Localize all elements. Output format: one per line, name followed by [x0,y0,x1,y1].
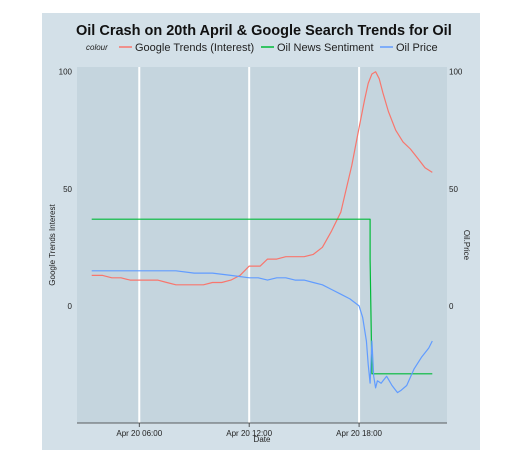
series-oil-news-sentiment-line [91,218,433,375]
y-axis-right-label: Oil.Price [462,230,471,261]
y-axis-left-label: Google Trends Interest [48,204,57,286]
chart-panel: Oil Crash on 20th April & Google Search … [42,13,480,450]
y-left-tick-label-2: 50 [63,185,72,194]
y-right-tick-label-2: 50 [449,185,458,194]
series-google-trends-line [91,71,433,286]
series-group [91,71,433,394]
x-axis-label: Date [254,435,271,444]
legend: colour Google Trends (Interest) Oil News… [86,42,438,54]
legend-item-oil-price: Oil Price [396,42,438,54]
line-chart: Oil Crash on 20th April & Google Search … [48,23,471,444]
x-tick-label-3: Apr 20 18:00 [336,429,382,438]
legend-item-oil-news-sentiment: Oil News Sentiment [277,42,374,54]
x-tick-label-2: Apr 20 12:00 [226,429,272,438]
x-axis-ticks: Apr 20 06:00 Apr 20 12:00 Apr 20 18:00 [116,423,383,438]
x-tick-label-1: Apr 20 06:00 [116,429,162,438]
y-axis-right-ticks: 100 50 0 [449,68,463,311]
y-right-tick-label-3: 0 [449,302,454,311]
legend-item-google-trends: Google Trends (Interest) [135,42,254,54]
series-oil-price-line [91,270,433,394]
y-left-tick-label-1: 100 [59,68,73,77]
y-axis-left-ticks: 100 50 0 [59,68,73,311]
legend-label: colour [86,43,108,52]
y-left-tick-label-3: 0 [68,302,73,311]
chart-title: Oil Crash on 20th April & Google Search … [76,23,452,39]
y-right-tick-label-1: 100 [449,68,463,77]
